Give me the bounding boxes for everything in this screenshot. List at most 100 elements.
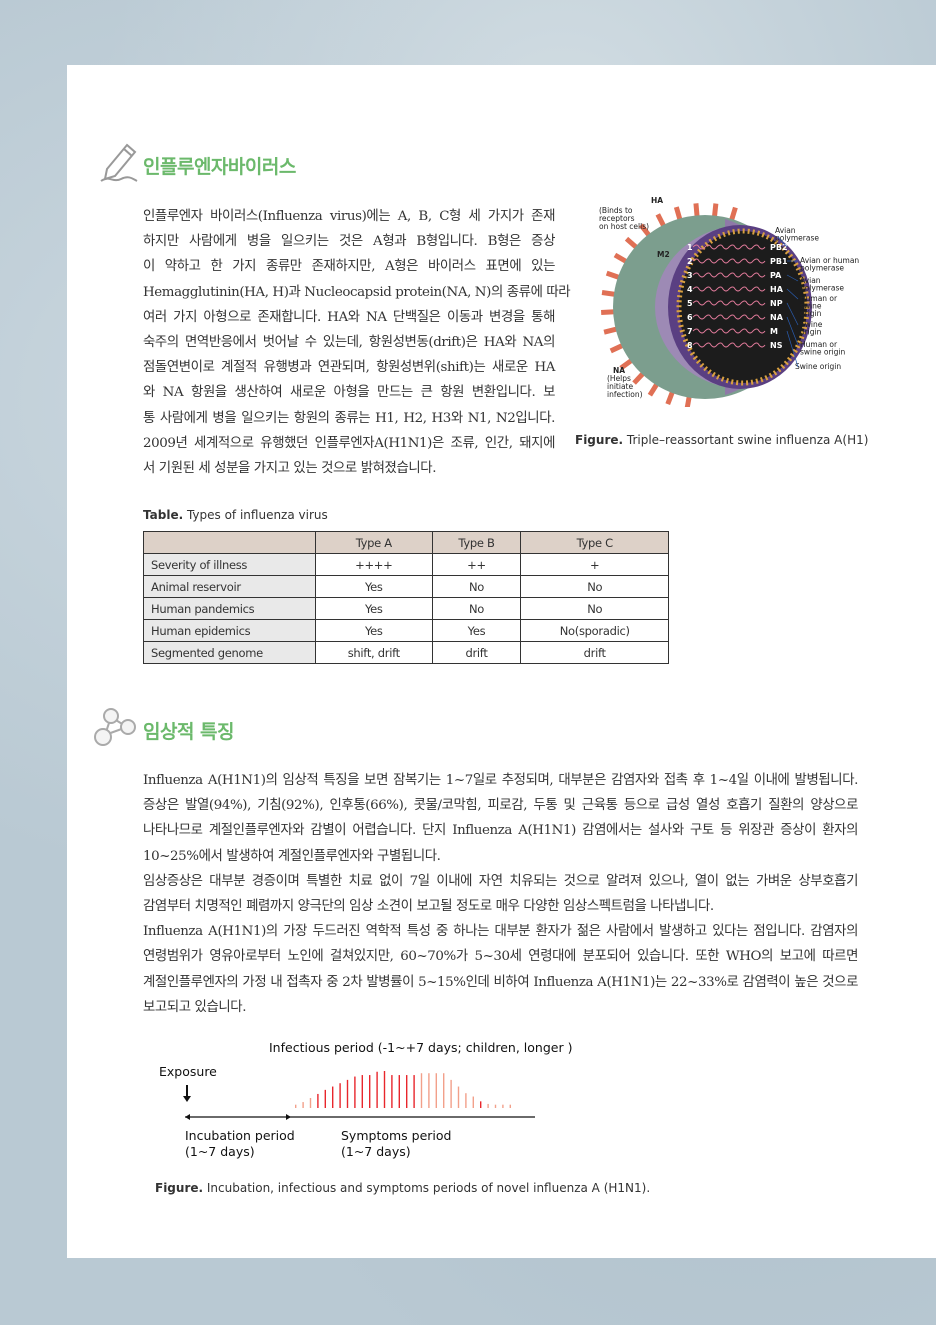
origin-label: Avian <box>800 276 821 285</box>
paragraph-line: 통 사람에게 병을 일으키는 항원의 종류는 H1, H2, H3와 N1, N… <box>143 410 555 426</box>
segment-name: NA <box>770 313 784 322</box>
table-cell: Yes <box>315 597 433 620</box>
infectiousness-bar <box>354 1076 356 1108</box>
segment-name: PB2 <box>770 243 788 252</box>
rna-segment <box>692 328 766 334</box>
infectiousness-bar <box>302 1102 304 1108</box>
infectiousness-bar <box>339 1083 341 1108</box>
paragraph-line: 증상은 발열(94%), 기침(92%), 인후통(66%), 콧물/코막힘, … <box>143 798 858 814</box>
table-row: Segmented genome shift, drift drift drift <box>143 641 669 664</box>
timeline-axis <box>185 1114 535 1120</box>
incubation-duration: (1~7 days) <box>185 1144 255 1159</box>
label-na-note: (Helps <box>607 374 631 383</box>
document-page: 인플루엔자바이러스 인플루엔자 바이러스(Influenza virus)에는 … <box>67 65 936 1258</box>
table-cell: Yes <box>315 575 433 598</box>
segment-name: NP <box>770 299 783 308</box>
exposure-arrow-icon <box>183 1085 191 1102</box>
label-ha-note: (Binds to <box>599 206 633 215</box>
table-cell: ++++ <box>315 553 433 576</box>
origin-label: Human or <box>800 340 838 349</box>
origin-label: Swine origin <box>795 362 841 371</box>
section-title-clinical: 임상적 특징 <box>143 721 235 743</box>
row-header-cell: Animal reservoir <box>143 575 316 598</box>
infectiousness-bar <box>346 1079 349 1108</box>
table-cell: No(sporadic) <box>520 619 669 642</box>
infectiousness-bar <box>361 1075 363 1108</box>
paragraph-line: 인플루엔자 바이러스(Influenza virus)에는 A, B, C형 세… <box>143 209 555 224</box>
segment-number: 1 <box>687 243 693 252</box>
table-cell: Yes <box>315 619 433 642</box>
symptoms-duration: (1~7 days) <box>341 1144 411 1159</box>
origin-label: polymerase <box>800 284 844 293</box>
infectiousness-bar <box>502 1104 504 1108</box>
virus-diagram: 1 PB2 2 PB1 3 PA 4 HA 5 NP 6 NA 7 M 8 NS HA (Binds to r… <box>599 197 859 407</box>
virus-figure-caption: Figure. Triple–reassortant swine influen… <box>575 433 868 447</box>
label-na-note: initiate <box>607 382 633 391</box>
label-na: NA <box>613 366 625 375</box>
segment-number: 2 <box>687 257 693 266</box>
paragraph-line: 보고되고 있습니다. <box>143 999 247 1015</box>
rna-segment <box>692 286 766 292</box>
infectious-period-label: Infectious period (-1~+7 days; children,… <box>269 1040 573 1055</box>
infectiousness-bar <box>309 1098 312 1108</box>
infectiousness-bar <box>295 1104 297 1108</box>
infectiousness-bar <box>435 1073 437 1108</box>
paragraph-line: 임상증상은 대부분 경증이며 특별한 치료 없이 7일 이내에 자연 치유되는 … <box>143 873 858 889</box>
origin-leader-line <box>786 316 799 346</box>
segment-number: 8 <box>687 341 693 350</box>
table-cell: No <box>520 597 669 620</box>
infectiousness-bar <box>457 1086 460 1108</box>
paragraph-line: 나타나므로 계절인플루엔자와 감별이 어렵습니다. 단지 Influenza A… <box>143 823 858 839</box>
table-header-row: Type A Type B Type C <box>143 531 669 554</box>
symptoms-title: Symptoms period <box>341 1128 452 1143</box>
infectiousness-bar <box>413 1075 415 1108</box>
row-header-cell: Human pandemics <box>143 597 316 620</box>
infectiousness-bar <box>332 1086 334 1108</box>
segment-number: 3 <box>687 271 693 280</box>
caption-prefix: Table. <box>143 508 184 522</box>
row-header-cell: Severity of illness <box>143 553 316 576</box>
segment-number: 5 <box>687 299 693 308</box>
row-header-cell: Human epidemics <box>143 619 316 642</box>
incubation-title: Incubation period <box>185 1128 295 1143</box>
segment-name: HA <box>770 285 784 294</box>
rna-segment <box>692 258 766 264</box>
label-ha: HA <box>651 197 663 205</box>
infectiousness-bar <box>480 1101 482 1108</box>
paragraph-line: 연령범위가 영유아로부터 노인에 걸쳐있지만, 60~70%가 5~30세 연령… <box>143 949 858 965</box>
paragraph-line: 하지만 사람에게 병을 일으키는 것은 A형과 B형입니다. B형은 증상 <box>143 234 555 250</box>
paragraph-line: 와 NA 항원을 생산하여 새로운 아형을 만드는 큰 항원 변환입니다. 보 <box>143 385 555 401</box>
segment-number: 4 <box>687 285 693 294</box>
infectiousness-bar <box>494 1104 497 1108</box>
header-cell: Type A <box>315 531 433 554</box>
infectiousness-bar <box>398 1075 400 1108</box>
table-cell: Yes <box>431 619 522 642</box>
infectiousness-bar <box>450 1079 452 1108</box>
infectiousness-bar <box>443 1073 445 1108</box>
table-cell: ++ <box>431 553 522 576</box>
origin-label: polymerase <box>775 234 819 243</box>
paragraph-line: 서 기원된 세 성분을 가지고 있는 것으로 밝혀졌습니다. <box>143 461 437 476</box>
segment-name: NS <box>770 341 783 350</box>
segment-name: M <box>770 327 778 336</box>
origin-label: swine origin <box>800 348 845 357</box>
paragraph-line: 이 약하고 한 가지 종류만 존재하지만, A형은 바이러스 표면에 있는 <box>143 259 555 275</box>
segment-number: 7 <box>687 327 693 336</box>
infectiousness-bar <box>391 1075 393 1108</box>
caption-prefix: Figure. <box>155 1181 204 1195</box>
caption-text: Types of influenza virus <box>183 508 328 522</box>
table-cell: No <box>520 575 669 598</box>
table-row: Human pandemics Yes No No <box>143 597 669 620</box>
caption-prefix: Figure. <box>575 433 624 447</box>
label-ha-note: on host cells) <box>599 222 649 231</box>
origin-label: origin <box>800 328 822 337</box>
infectiousness-bar <box>406 1075 408 1108</box>
influenza-types-table: Type A Type B Type C Severity of illness… <box>143 531 669 664</box>
infectiousness-bar <box>376 1071 378 1108</box>
origin-leader-line <box>777 236 788 248</box>
table-cell: No <box>431 597 522 620</box>
paragraph-line: Influenza A(H1N1)의 임상적 특징을 보면 잠복기는 1~7일로… <box>143 773 858 788</box>
origin-leader-line <box>786 288 799 300</box>
table-row: Animal reservoir Yes No No <box>143 575 669 598</box>
rna-segment <box>692 300 766 306</box>
